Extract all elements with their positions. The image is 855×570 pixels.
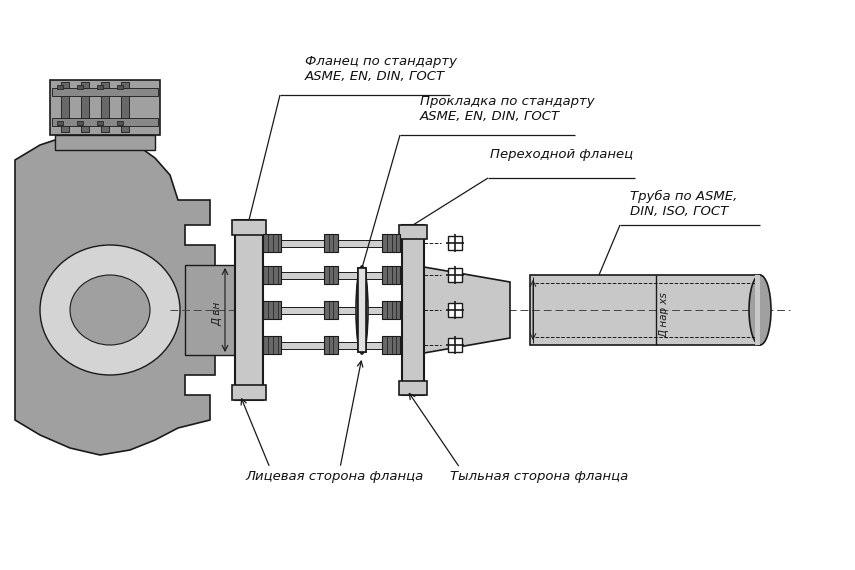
- Bar: [263, 234, 281, 252]
- Bar: [263, 342, 400, 349]
- Bar: [755, 275, 760, 345]
- Bar: [382, 336, 400, 354]
- Bar: [530, 275, 760, 345]
- Text: Тыльная сторона фланца: Тыльная сторона фланца: [450, 470, 628, 483]
- Bar: [232, 385, 266, 400]
- Bar: [324, 234, 338, 252]
- Bar: [57, 85, 63, 89]
- Polygon shape: [424, 267, 510, 353]
- Text: Лицевая сторона фланца: Лицевая сторона фланца: [245, 470, 423, 483]
- Bar: [263, 307, 400, 314]
- Bar: [324, 266, 338, 284]
- Bar: [77, 121, 83, 125]
- Bar: [235, 220, 263, 400]
- Bar: [117, 121, 123, 125]
- Bar: [52, 88, 158, 96]
- Bar: [52, 118, 158, 126]
- Bar: [382, 234, 400, 252]
- Ellipse shape: [749, 275, 771, 345]
- Bar: [324, 301, 338, 319]
- Bar: [263, 336, 281, 354]
- Ellipse shape: [40, 245, 180, 375]
- Ellipse shape: [356, 266, 368, 354]
- Bar: [263, 301, 281, 319]
- Bar: [448, 236, 462, 250]
- Bar: [97, 85, 103, 89]
- Polygon shape: [15, 130, 215, 455]
- Bar: [358, 268, 366, 352]
- Bar: [448, 338, 462, 352]
- Bar: [448, 268, 462, 282]
- Bar: [55, 135, 155, 150]
- Bar: [263, 272, 400, 279]
- Bar: [77, 85, 83, 89]
- Bar: [399, 225, 427, 239]
- Bar: [61, 82, 69, 132]
- Ellipse shape: [70, 275, 150, 345]
- Bar: [185, 265, 240, 355]
- Text: Д нар xs: Д нар xs: [659, 292, 669, 338]
- Text: Труба по ASME,
DIN, ISO, ГОСТ: Труба по ASME, DIN, ISO, ГОСТ: [630, 190, 737, 218]
- Bar: [57, 121, 63, 125]
- Bar: [382, 301, 400, 319]
- Bar: [324, 336, 338, 354]
- Bar: [448, 303, 462, 317]
- Bar: [121, 82, 129, 132]
- Bar: [358, 268, 366, 352]
- Text: Переходной фланец: Переходной фланец: [490, 148, 633, 161]
- Bar: [399, 381, 427, 395]
- Text: Прокладка по стандарту
ASME, EN, DIN, ГОСТ: Прокладка по стандарту ASME, EN, DIN, ГО…: [420, 95, 594, 123]
- Bar: [117, 85, 123, 89]
- Bar: [81, 82, 89, 132]
- Bar: [402, 225, 424, 395]
- Bar: [382, 266, 400, 284]
- Bar: [232, 220, 266, 235]
- Bar: [263, 266, 281, 284]
- Text: Д вн: Д вн: [212, 302, 222, 326]
- Bar: [101, 82, 109, 132]
- Bar: [97, 121, 103, 125]
- Bar: [50, 80, 160, 135]
- Text: Фланец по стандарту
ASME, EN, DIN, ГОСТ: Фланец по стандарту ASME, EN, DIN, ГОСТ: [305, 55, 457, 83]
- Bar: [263, 240, 400, 247]
